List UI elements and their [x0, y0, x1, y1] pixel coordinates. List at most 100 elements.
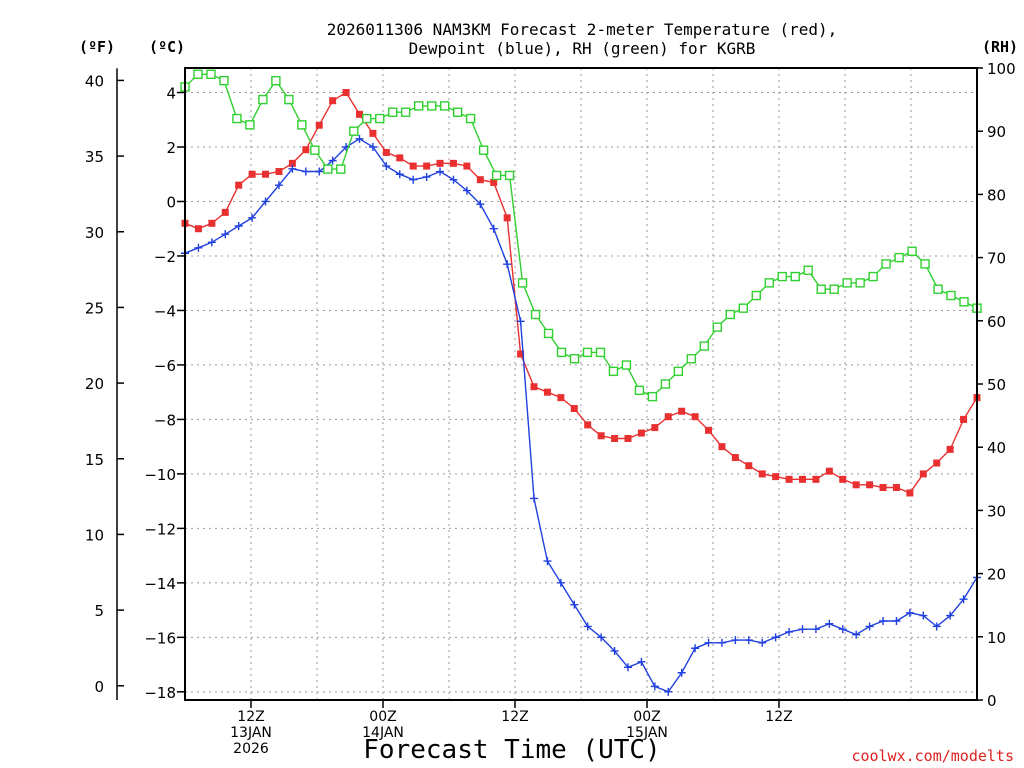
rh-point [894, 252, 904, 263]
chart-title-line-1: 2026011306 NAM3KM Forecast 2-meter Tempe… [327, 20, 838, 39]
rh-point [582, 347, 593, 358]
rh-point [621, 360, 632, 370]
rh-tick-label: 60 [987, 313, 1006, 331]
temperature-point [463, 162, 471, 170]
dewpoint-point [556, 578, 565, 587]
rh-point [310, 145, 320, 155]
rh-point [608, 366, 619, 377]
rh-tick-label: 50 [987, 376, 1006, 394]
f-tick-label: 10 [85, 526, 104, 544]
c-tick-label: −6 [154, 357, 176, 375]
rh-point [375, 113, 385, 124]
dewpoint-point [489, 224, 498, 233]
fahrenheit-axis: 40 35 30 25 20 15 10 5 0 [85, 68, 124, 700]
fahrenheit-unit-label: (ºF) [79, 38, 115, 56]
time-tick-label: 00Z [369, 709, 396, 725]
f-tick-label: 15 [85, 451, 104, 469]
dewpoint-point [368, 143, 377, 151]
f-tick-label: 35 [85, 148, 104, 166]
f-tick-label: 0 [94, 678, 104, 696]
dewpoint-point [959, 595, 968, 604]
dewpoint-point [771, 633, 780, 642]
dewpoint-point [811, 625, 820, 634]
dewpoint-point [194, 243, 203, 252]
temperature-point [611, 434, 619, 442]
temperature-point [812, 475, 820, 483]
dewpoint-point [261, 197, 270, 206]
rh-unit-label: (RH) [982, 38, 1018, 56]
dewpoint-point [436, 167, 445, 176]
dewpoint-point [422, 172, 431, 181]
rh-point [829, 284, 839, 294]
rh-point [556, 347, 567, 358]
temperature-point [557, 394, 565, 402]
temperature-point [262, 170, 270, 178]
rh-point [349, 126, 359, 136]
rh-point [323, 164, 333, 174]
c-tick-label: 4 [166, 85, 176, 103]
rh-point [284, 94, 294, 105]
rh-point [219, 75, 229, 86]
rh-point [712, 322, 723, 332]
temperature-point [597, 432, 605, 440]
rh-point [401, 107, 411, 117]
dewpoint-point [301, 167, 310, 176]
rh-tick-label: 80 [987, 186, 1006, 204]
dewpoint-point [207, 238, 216, 247]
time-tick-label: 2026 [233, 741, 269, 757]
rh-point [258, 94, 268, 105]
rh-point [751, 290, 761, 301]
dewpoint-point [274, 181, 283, 190]
temperature-point [933, 459, 941, 467]
temperature-point [691, 413, 699, 421]
temperature-point [221, 208, 229, 216]
dewpoint-point [744, 636, 753, 645]
time-tick-label: 12Z [501, 709, 528, 725]
time-tick-label: 14JAN [362, 725, 404, 741]
rh-point [452, 107, 463, 117]
temperature-point [369, 129, 377, 137]
rh-point [245, 120, 255, 130]
dewpoint-point [919, 611, 928, 620]
dewpoint-point [382, 162, 391, 171]
c-tick-label: −12 [144, 520, 176, 538]
dewpoint-point [691, 644, 700, 653]
dewpoint-point [530, 494, 539, 503]
dewpoint-point [328, 156, 337, 165]
plot-frame [184, 67, 978, 701]
temperature-point [637, 429, 645, 437]
rh-point [478, 145, 489, 155]
temperature-series [181, 89, 981, 497]
c-tick-label: −4 [154, 302, 176, 320]
rh-point [933, 284, 943, 294]
dewpoint-point [288, 164, 297, 173]
temperature-point [664, 413, 672, 421]
dewpoint-point [838, 625, 847, 634]
dewpoint-point [570, 600, 579, 609]
rh-point [336, 164, 346, 174]
dewpoint-point [946, 611, 955, 620]
temperature-point [517, 350, 525, 358]
dewpoint-point [879, 617, 888, 625]
dewpoint-point [516, 317, 525, 326]
rh-tick-label: 20 [987, 566, 1006, 584]
temperature-point [584, 421, 592, 429]
temperature-point [423, 162, 431, 170]
source-credit: coolwx.com/modelts [851, 747, 1014, 765]
temperature-point [852, 481, 860, 489]
rh-point [673, 366, 684, 377]
data-series [180, 69, 982, 696]
dewpoint-point [664, 687, 673, 696]
time-tick-label: 13JAN [230, 725, 272, 741]
rh-point [465, 113, 476, 124]
rh-point [595, 347, 606, 358]
temperature-point [235, 181, 243, 189]
rh-point [569, 354, 580, 364]
dewpoint-point [650, 682, 659, 691]
temperature-point [356, 110, 364, 118]
dewpoint-point [315, 167, 324, 176]
temperature-point [772, 473, 780, 481]
rh-point [660, 379, 671, 389]
temperature-point [866, 481, 874, 489]
c-tick-label: 2 [166, 139, 176, 157]
